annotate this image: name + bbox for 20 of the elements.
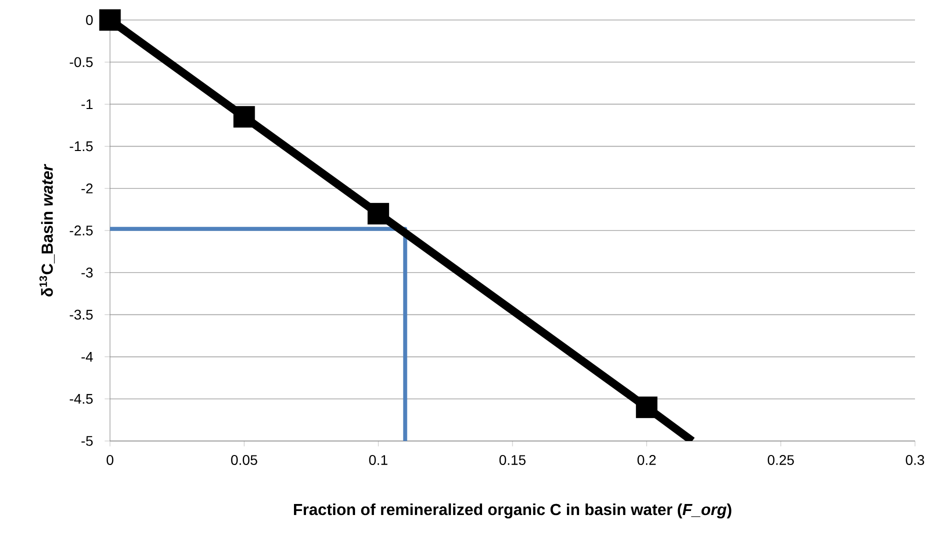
x-tick-label: 0.15 xyxy=(499,455,526,465)
y-tick-label: -4 xyxy=(81,352,93,362)
x-tick-label: 0.3 xyxy=(906,455,924,465)
y-tick-label: -3.5 xyxy=(70,310,93,320)
x-axis-title: Fraction of remineralized organic C in basin water (F_org) xyxy=(294,503,732,518)
y-tick-label: -2 xyxy=(81,184,93,194)
y-axis-title: δ$^{13}$C_Basin water xyxy=(39,164,55,296)
y-tick-label: -3 xyxy=(81,268,93,278)
x-tick-label: 0.2 xyxy=(637,455,656,465)
x-tick-label: 0.05 xyxy=(231,455,258,465)
y-tick-label: -5 xyxy=(81,436,93,446)
y-tick-label: 0 xyxy=(86,15,93,25)
y-tick-label: -4.5 xyxy=(70,394,93,404)
y-tick-label: -1.5 xyxy=(70,141,93,152)
y-tick-label: -0.5 xyxy=(70,57,93,68)
x-tick-label: 0 xyxy=(106,455,114,465)
y-tick-label: -1 xyxy=(81,99,93,110)
x-tick-label: 0.25 xyxy=(768,455,794,465)
y-tick-label: -2.5 xyxy=(70,226,93,236)
x-tick-label: 0.1 xyxy=(369,455,388,465)
